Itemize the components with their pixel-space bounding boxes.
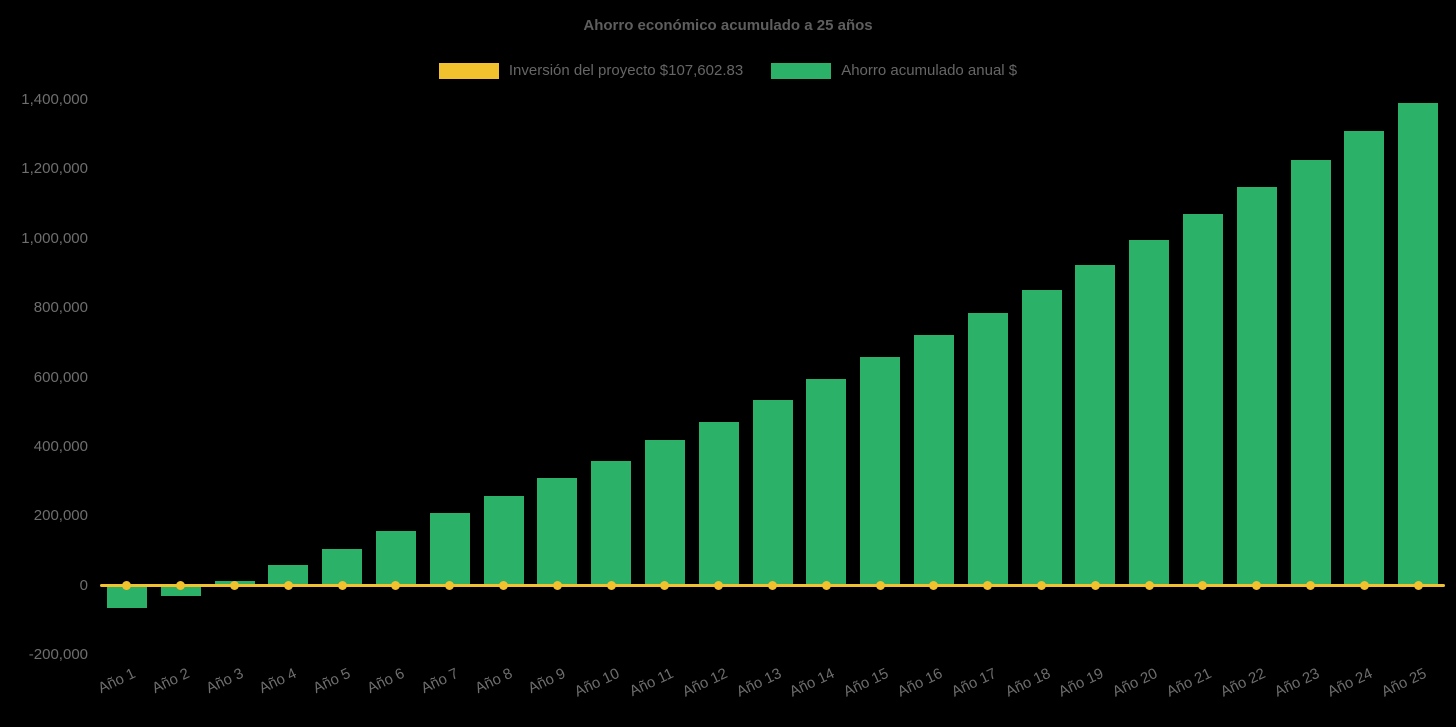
y-tick-label: 600,000 — [33, 368, 88, 386]
bar-año-14 — [806, 379, 847, 586]
legend-label-savings: Ahorro acumulado anual $ — [841, 62, 1018, 79]
investment-line-marker — [1037, 581, 1046, 591]
investment-line-marker — [499, 581, 508, 591]
investment-line-marker — [875, 581, 885, 591]
investment-line-marker — [283, 581, 293, 591]
x-tick-label: Año 13 — [733, 665, 784, 701]
x-tick-label: Año 23 — [1271, 665, 1322, 701]
bar-año-23 — [1290, 159, 1331, 586]
bar-año-6 — [375, 531, 416, 586]
x-tick-label: Año 12 — [679, 665, 730, 701]
bar-año-13 — [752, 400, 793, 586]
bar-año-9 — [537, 478, 578, 586]
investment-line-marker — [1252, 581, 1262, 591]
investment-line-marker — [122, 581, 132, 591]
x-tick-label: Año 11 — [626, 665, 677, 701]
x-tick-label: Año 10 — [572, 665, 623, 701]
x-tick-label: Año 17 — [948, 665, 999, 701]
investment-line-marker — [230, 581, 239, 591]
investment-line-marker — [606, 581, 616, 591]
bar-año-2 — [160, 585, 201, 597]
x-tick-label: Año 6 — [364, 665, 408, 697]
investment-line-marker — [176, 581, 186, 591]
bar-año-7 — [429, 513, 470, 586]
x-tick-label: Año 9 — [525, 665, 569, 697]
bar-año-15 — [860, 357, 901, 586]
investment-line-marker — [929, 581, 939, 591]
bar-año-21 — [1182, 213, 1223, 586]
bar-año-8 — [483, 496, 524, 586]
x-tick-label: Año 18 — [1002, 665, 1053, 701]
bar-año-1 — [106, 585, 147, 609]
x-tick-label: Año 2 — [149, 665, 192, 697]
x-tick-label: Año 21 — [1163, 665, 1215, 701]
legend-swatch-savings — [771, 62, 832, 79]
x-tick-label: Año 1 — [95, 665, 139, 697]
bar-año-16 — [913, 335, 954, 586]
x-tick-label: Año 3 — [202, 665, 246, 697]
investment-line-marker — [391, 581, 401, 591]
legend-swatch-investment — [438, 62, 499, 79]
chart-title: Ahorro económico acumulado a 25 años — [583, 17, 873, 34]
investment-line-marker — [821, 581, 831, 591]
investment-line-marker — [768, 581, 777, 591]
x-tick-label: Año 15 — [841, 665, 892, 701]
bar-año-17 — [967, 312, 1008, 586]
y-axis: -200,000 0 200,000 400,000 600,000 800,000 1,0… — [0, 0, 88, 727]
bar-año-18 — [1021, 289, 1062, 586]
investment-line-marker — [660, 581, 670, 591]
x-tick-label: Año 8 — [471, 665, 515, 697]
y-tick-label: 1,400,000 — [21, 91, 88, 108]
bar-año-5 — [322, 549, 363, 586]
investment-line-marker — [337, 581, 347, 591]
x-tick-label: Año 19 — [1056, 665, 1107, 701]
bar-año-4 — [268, 564, 309, 586]
x-tick-label: Año 16 — [894, 665, 946, 701]
x-tick-label: Año 5 — [310, 665, 354, 697]
y-tick-label: 200,000 — [33, 507, 88, 525]
y-tick-label: 1,000,000 — [21, 229, 88, 247]
bar-año-25 — [1398, 103, 1439, 586]
x-tick-label: Año 20 — [1110, 665, 1161, 701]
investment-line-marker — [714, 581, 724, 591]
x-tick-label: Año 22 — [1217, 665, 1268, 701]
x-tick-label: Año 24 — [1325, 665, 1376, 701]
y-tick-label: 0 — [79, 576, 88, 594]
legend-item-savings[interactable]: Ahorro acumulado anual $ — [771, 62, 1017, 79]
x-tick-label: Año 4 — [256, 665, 300, 697]
y-tick-label: 800,000 — [33, 299, 88, 317]
investment-line-marker — [1198, 581, 1208, 591]
bar-año-11 — [644, 439, 685, 586]
y-tick-label: -200,000 — [28, 646, 88, 663]
legend-label-investment: Inversión del proyecto $107,602.83 — [508, 62, 744, 79]
bar-año-20 — [1129, 240, 1170, 586]
bar-año-12 — [698, 421, 739, 586]
bar-año-22 — [1236, 187, 1277, 586]
investment-line-marker — [552, 581, 562, 591]
x-tick-label: Año 25 — [1379, 665, 1430, 701]
bar-año-19 — [1075, 265, 1116, 586]
legend-item-investment[interactable]: Inversión del proyecto $107,602.83 — [438, 62, 744, 79]
bar-año-24 — [1344, 131, 1385, 586]
y-tick-label: 400,000 — [33, 437, 88, 455]
y-tick-label: 1,200,000 — [21, 160, 88, 178]
investment-line-marker — [1090, 581, 1100, 591]
investment-line-marker — [1144, 581, 1154, 591]
x-tick-label: Año 7 — [418, 665, 461, 697]
investment-line-marker — [445, 581, 455, 591]
plot-area: Año 1 Año 2 Año 3 Año 4 Año 5 Año 6 Año 7 Año 8… — [95, 100, 1445, 701]
investment-line-marker — [1413, 581, 1423, 591]
investment-line-marker — [1359, 581, 1369, 591]
chart-legend: Inversión del proyecto $107,602.83 Ahorr… — [0, 62, 1456, 79]
investment-line-marker — [1306, 581, 1315, 591]
x-tick-label: Año 14 — [787, 665, 838, 701]
bar-año-10 — [591, 460, 632, 586]
investment-line-marker — [983, 581, 993, 591]
